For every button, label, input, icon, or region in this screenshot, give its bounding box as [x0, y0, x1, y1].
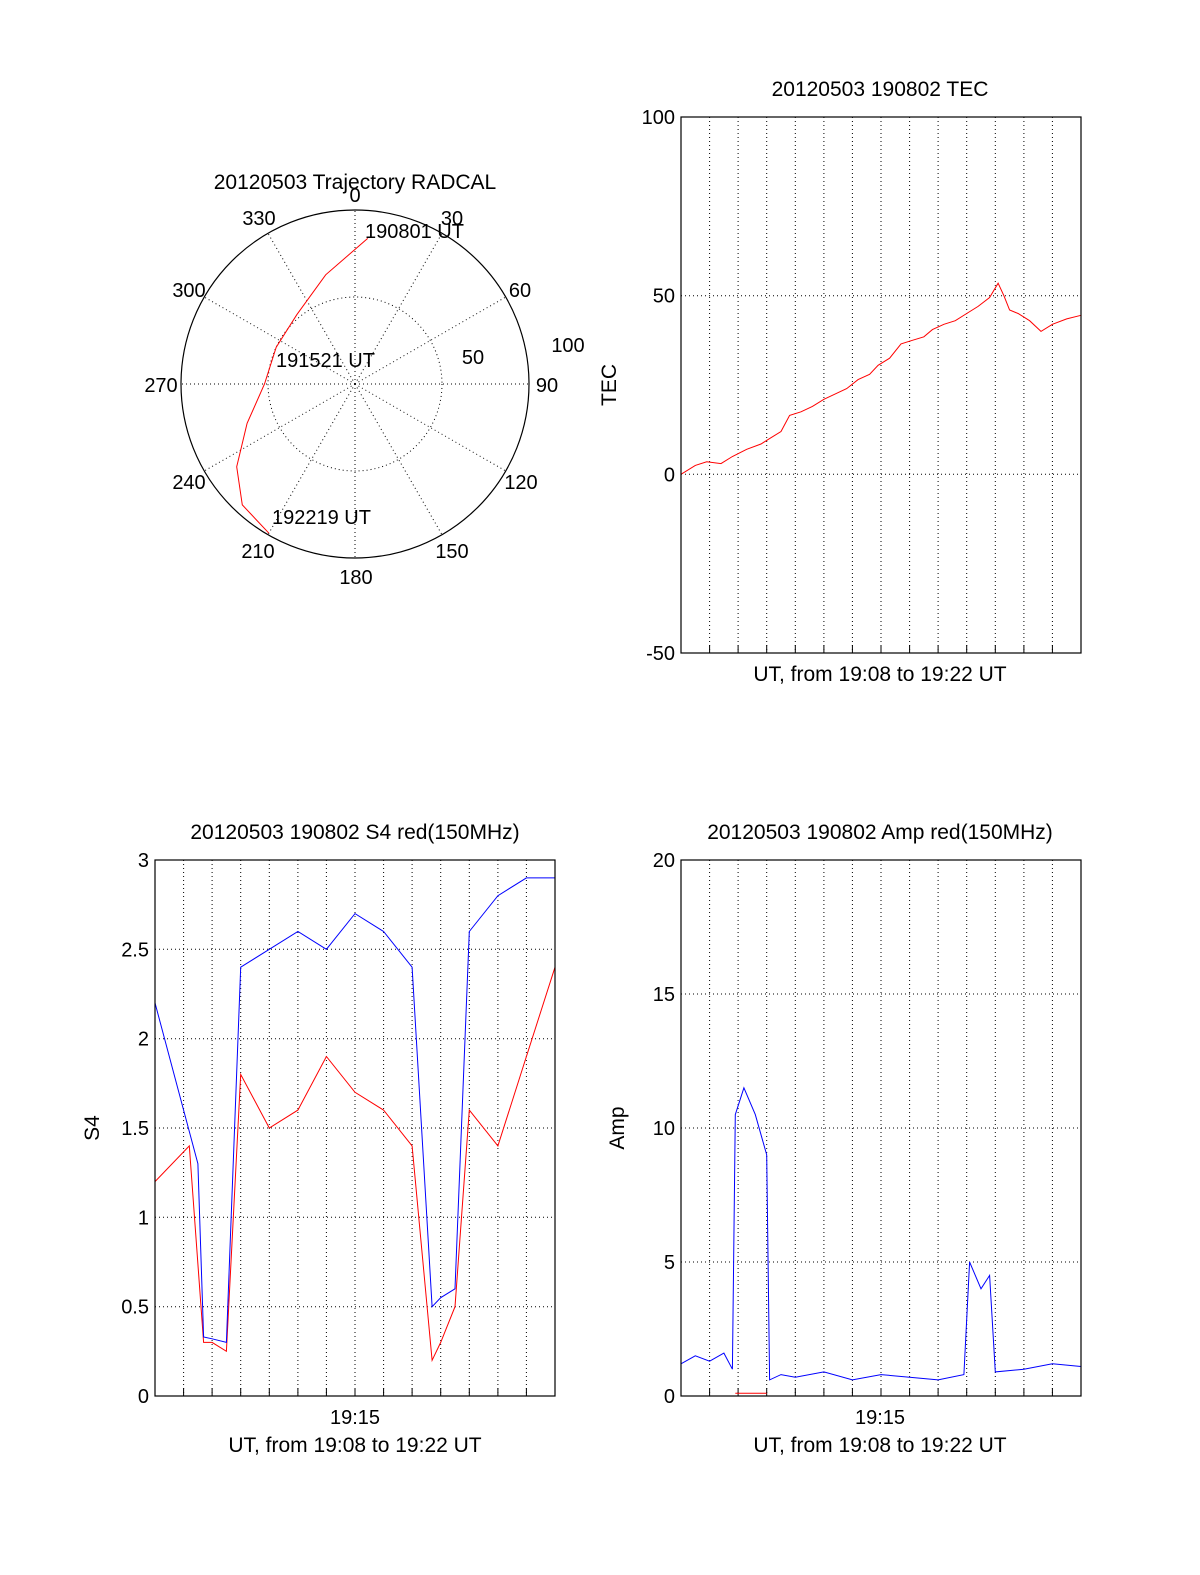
- radial-tick-label: 100: [551, 335, 584, 357]
- amp-xlabel: UT, from 19:08 to 19:22 UT: [753, 1434, 1006, 1457]
- y-tick-label: 2.5: [121, 939, 149, 961]
- track-label-start: 190801 UT: [365, 221, 464, 243]
- amp-yticks: 20 15 10 5 0: [653, 850, 675, 1408]
- tec-frame: [680, 116, 1082, 654]
- polar-angle-labels: 0 30 60 90 120 150 180 210 240 270 300 330: [144, 185, 558, 589]
- s4-title: 20120503 190802 S4 red(150MHz): [190, 821, 519, 844]
- s4-grid: [155, 860, 555, 1396]
- polar-angle-label: 180: [339, 567, 372, 589]
- y-tick-label: 5: [664, 1252, 675, 1274]
- trajectory-title: 20120503 Trajectory RADCAL: [214, 171, 497, 194]
- polar-angle-label: 30: [441, 208, 463, 230]
- s4-series: [154, 877, 556, 1363]
- polar-spoke: [354, 383, 506, 472]
- tec-grid: [681, 117, 1081, 653]
- track-label-end: 192219 UT: [272, 507, 371, 529]
- polar-angle-label: 90: [536, 375, 558, 397]
- trajectory-plot: 20120503 Trajectory RADCAL 0 30 60 90 120 150…: [144, 171, 584, 589]
- y-tick-label: 10: [653, 1118, 675, 1140]
- series-line: [154, 967, 556, 1363]
- y-tick-label: 3: [138, 850, 149, 872]
- series-line: [680, 282, 1082, 475]
- y-tick-label: 1.5: [121, 1118, 149, 1140]
- s4-yticks: 3 2.5 2 1.5 1 0.5 0: [121, 850, 149, 1408]
- series-line: [154, 877, 555, 1344]
- y-tick-label: 20: [653, 850, 675, 872]
- tec-title: 20120503 190802 TEC: [772, 78, 989, 101]
- y-tick-label: 0: [664, 1386, 675, 1408]
- y-tick-label: 0.5: [121, 1297, 149, 1319]
- polar-angle-label: 240: [172, 472, 205, 494]
- s4-ylabel: S4: [81, 1115, 104, 1141]
- y-tick-label: 0: [664, 464, 675, 486]
- s4-plot: 20120503 190802 S4 red(150MHz) 3 2.5 2 1.5 1…: [81, 821, 556, 1457]
- y-tick-label: 1: [138, 1207, 149, 1229]
- polar-spokes: [181, 210, 529, 558]
- s4-xlabel: UT, from 19:08 to 19:22 UT: [228, 1434, 481, 1457]
- polar-angle-label: 60: [509, 280, 531, 302]
- polar-angle-label: 120: [504, 472, 537, 494]
- polar-angle-label: 0: [349, 185, 360, 207]
- polar-angle-label: 330: [242, 208, 275, 230]
- amp-xtick-label: 19:15: [855, 1407, 905, 1429]
- polar-spoke: [204, 383, 356, 472]
- amp-grid: [681, 860, 1081, 1396]
- tec-xlabel: UT, from 19:08 to 19:22 UT: [753, 663, 1006, 686]
- tec-plot: 20120503 190802 TEC 100 50 0 -50 UT, from 1…: [598, 78, 1082, 686]
- amp-frame: [680, 859, 1082, 1397]
- amp-ylabel: Amp: [606, 1106, 629, 1149]
- amp-title: 20120503 190802 Amp red(150MHz): [707, 821, 1053, 844]
- polar-outer-circle: [180, 209, 530, 559]
- amp-plot: 20120503 190802 Amp red(150MHz) 20 15 10 5 0…: [606, 821, 1082, 1457]
- polar-angle-label: 270: [144, 375, 177, 397]
- y-tick-label: 100: [642, 107, 675, 129]
- y-tick-label: 15: [653, 984, 675, 1006]
- polar-mid-circle: [267, 296, 443, 472]
- tec-series: [680, 282, 1082, 475]
- track-label-mid: 191521 UT: [276, 350, 375, 372]
- s4-xtick-label: 19:15: [330, 1407, 380, 1429]
- polar-angle-label: 150: [435, 541, 468, 563]
- s4-frame: [154, 859, 556, 1397]
- amp-series: [680, 1086, 1082, 1394]
- y-tick-label: 2: [138, 1029, 149, 1051]
- tec-ylabel: TEC: [598, 364, 621, 406]
- polar-angle-label: 210: [241, 541, 274, 563]
- tec-yticks: 100 50 0 -50: [642, 107, 675, 665]
- y-tick-label: 0: [138, 1386, 149, 1408]
- polar-angle-label: 300: [172, 280, 205, 302]
- y-tick-label: 50: [653, 286, 675, 308]
- radial-tick-label: 50: [462, 347, 484, 369]
- trajectory-track: [236, 238, 369, 534]
- y-tick-label: -50: [646, 643, 675, 665]
- series-line: [680, 1086, 1082, 1381]
